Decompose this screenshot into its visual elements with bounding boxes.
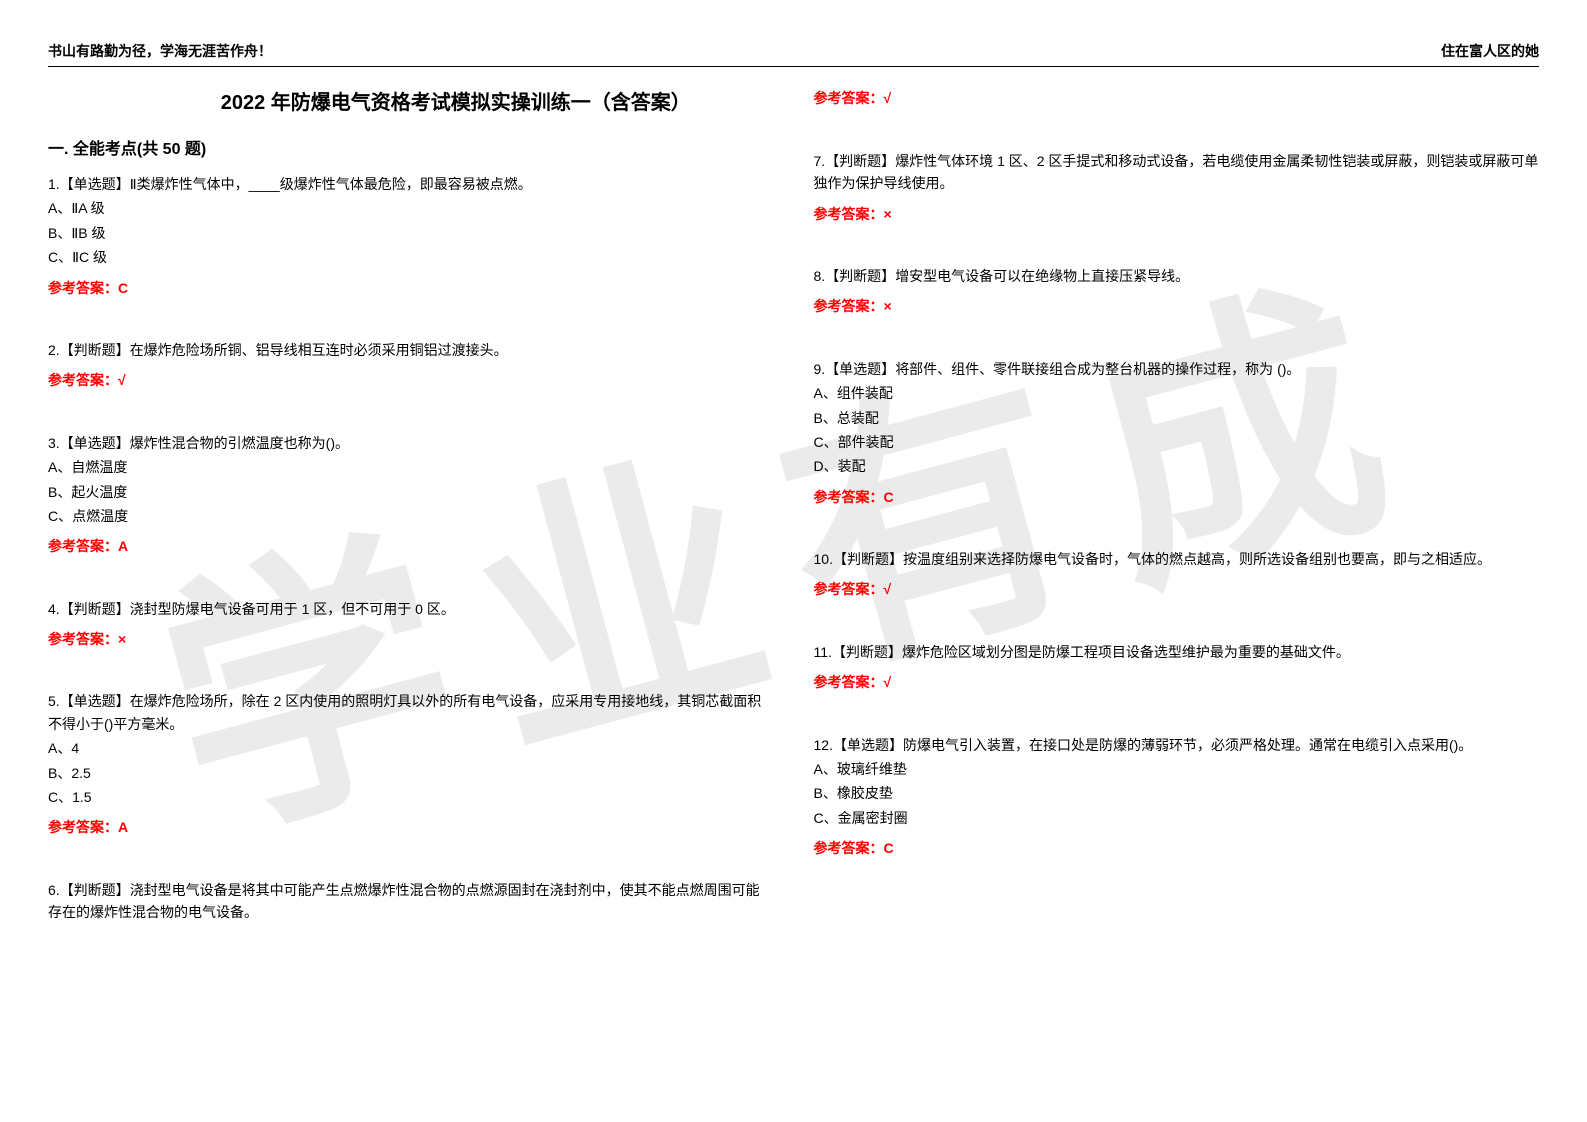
page-content: 书山有路勤为径，学海无涯苦作舟！ 住在富人区的她 2022 年防爆电气资格考试模… [48, 40, 1539, 932]
option: A、4 [48, 737, 774, 759]
question-text: 3.【单选题】爆炸性混合物的引燃温度也称为()。 [48, 432, 774, 454]
answer: 参考答案：C [814, 486, 1540, 508]
document-title: 2022 年防爆电气资格考试模拟实操训练一（含答案） [138, 87, 774, 119]
answer: 参考答案：× [814, 295, 1540, 317]
question-block: 2.【判断题】在爆炸危险场所铜、铝导线相互连时必须采用铜铝过渡接头。 参考答案：… [48, 339, 774, 392]
question-block: 11.【判断题】爆炸危险区域划分图是防爆工程项目设备选型维护最为重要的基础文件。… [814, 641, 1540, 694]
answer: 参考答案：√ [814, 671, 1540, 693]
question-block: 6.【判断题】浇封型电气设备是将其中可能产生点燃爆炸性混合物的点燃源固封在浇封剂… [48, 879, 774, 924]
question-text: 5.【单选题】在爆炸危险场所，除在 2 区内使用的照明灯具以外的所有电气设备，应… [48, 690, 774, 735]
answer: 参考答案：√ [48, 369, 774, 391]
answer: 参考答案：× [48, 628, 774, 650]
question-text: 4.【判断题】浇封型防爆电气设备可用于 1 区，但不可用于 0 区。 [48, 598, 774, 620]
option: A、玻璃纤维垫 [814, 758, 1540, 780]
option: B、2.5 [48, 762, 774, 784]
answer: 参考答案：C [814, 837, 1540, 859]
question-block: 12.【单选题】防爆电气引入装置，在接口处是防爆的薄弱环节，必须严格处理。通常在… [814, 734, 1540, 860]
option: C、金属密封圈 [814, 807, 1540, 829]
question-block: 1.【单选题】Ⅱ类爆炸性气体中，____级爆炸性气体最危险，即最容易被点燃。 A… [48, 173, 774, 299]
header-left: 书山有路勤为径，学海无涯苦作舟！ [48, 40, 272, 62]
question-text: 8.【判断题】增安型电气设备可以在绝缘物上直接压紧导线。 [814, 265, 1540, 287]
question-text: 6.【判断题】浇封型电气设备是将其中可能产生点燃爆炸性混合物的点燃源固封在浇封剂… [48, 879, 774, 924]
option: B、起火温度 [48, 481, 774, 503]
option: A、ⅡA 级 [48, 197, 774, 219]
option: C、ⅡC 级 [48, 246, 774, 268]
header-right: 住在富人区的她 [1441, 40, 1539, 62]
answer: 参考答案：√ [814, 87, 1540, 109]
answer: 参考答案：× [814, 203, 1540, 225]
question-text: 10.【判断题】按温度组别来选择防爆电气设备时，气体的燃点越高，则所选设备组别也… [814, 548, 1540, 570]
question-text: 9.【单选题】将部件、组件、零件联接组合成为整台机器的操作过程，称为 ()。 [814, 358, 1540, 380]
answer: 参考答案：A [48, 816, 774, 838]
section-heading: 一. 全能考点(共 50 题) [48, 137, 774, 163]
question-block: 9.【单选题】将部件、组件、零件联接组合成为整台机器的操作过程，称为 ()。 A… [814, 358, 1540, 508]
option: A、自燃温度 [48, 456, 774, 478]
option: A、组件装配 [814, 382, 1540, 404]
question-block: 5.【单选题】在爆炸危险场所，除在 2 区内使用的照明灯具以外的所有电气设备，应… [48, 690, 774, 838]
right-column: 参考答案：√ 7.【判断题】爆炸性气体环境 1 区、2 区手提式和移动式设备，若… [814, 87, 1540, 931]
question-block: 7.【判断题】爆炸性气体环境 1 区、2 区手提式和移动式设备，若电缆使用金属柔… [814, 150, 1540, 225]
answer: 参考答案：C [48, 277, 774, 299]
two-columns: 2022 年防爆电气资格考试模拟实操训练一（含答案） 一. 全能考点(共 50 … [48, 87, 1539, 931]
left-column: 2022 年防爆电气资格考试模拟实操训练一（含答案） 一. 全能考点(共 50 … [48, 87, 774, 931]
question-block: 3.【单选题】爆炸性混合物的引燃温度也称为()。 A、自燃温度 B、起火温度 C… [48, 432, 774, 558]
question-block: 4.【判断题】浇封型防爆电气设备可用于 1 区，但不可用于 0 区。 参考答案：… [48, 598, 774, 651]
question-text: 1.【单选题】Ⅱ类爆炸性气体中，____级爆炸性气体最危险，即最容易被点燃。 [48, 173, 774, 195]
question-block: 8.【判断题】增安型电气设备可以在绝缘物上直接压紧导线。 参考答案：× [814, 265, 1540, 318]
question-text: 11.【判断题】爆炸危险区域划分图是防爆工程项目设备选型维护最为重要的基础文件。 [814, 641, 1540, 663]
answer: 参考答案：A [48, 535, 774, 557]
option: B、总装配 [814, 407, 1540, 429]
option: C、部件装配 [814, 431, 1540, 453]
option: C、1.5 [48, 786, 774, 808]
question-block: 10.【判断题】按温度组别来选择防爆电气设备时，气体的燃点越高，则所选设备组别也… [814, 548, 1540, 601]
option: D、装配 [814, 455, 1540, 477]
option: B、ⅡB 级 [48, 222, 774, 244]
option: C、点燃温度 [48, 505, 774, 527]
answer: 参考答案：√ [814, 578, 1540, 600]
question-text: 2.【判断题】在爆炸危险场所铜、铝导线相互连时必须采用铜铝过渡接头。 [48, 339, 774, 361]
question-text: 12.【单选题】防爆电气引入装置，在接口处是防爆的薄弱环节，必须严格处理。通常在… [814, 734, 1540, 756]
option: B、橡胶皮垫 [814, 782, 1540, 804]
page-header: 书山有路勤为径，学海无涯苦作舟！ 住在富人区的她 [48, 40, 1539, 67]
question-text: 7.【判断题】爆炸性气体环境 1 区、2 区手提式和移动式设备，若电缆使用金属柔… [814, 150, 1540, 195]
